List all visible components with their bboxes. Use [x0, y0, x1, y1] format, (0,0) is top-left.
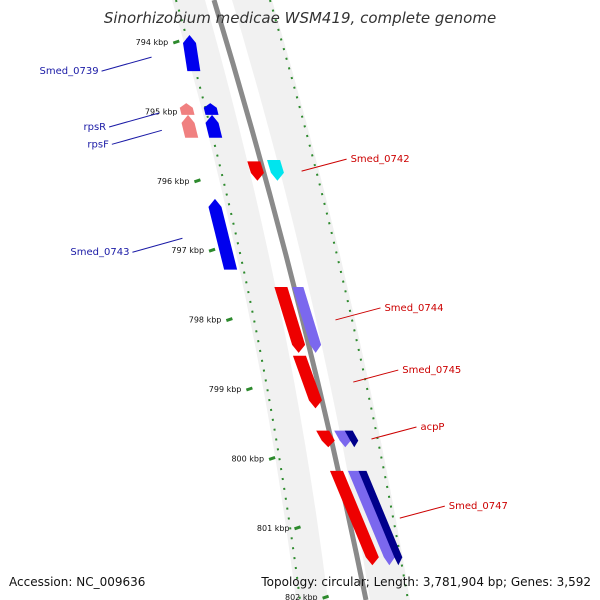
gene-label[interactable]: Smed_0742 — [351, 154, 410, 165]
gene-label-leader — [353, 369, 399, 383]
gene-features — [179, 35, 403, 566]
gene-label-leader — [101, 56, 152, 72]
gene-label-leader — [335, 307, 381, 321]
ruler-tick-label: 798 kbp — [189, 316, 222, 325]
smed-0739-feature[interactable] — [182, 35, 201, 72]
smed-0742-feature[interactable] — [247, 161, 264, 181]
ruler-tick-mark — [268, 455, 276, 461]
ruler-tick-label: 796 kbp — [157, 177, 190, 186]
smed-0747-feature[interactable] — [329, 470, 379, 566]
gene-feature[interactable] — [292, 286, 322, 353]
gene-label[interactable]: Smed_0745 — [402, 365, 461, 376]
map-title: Sinorhizobium medicae WSM419, complete g… — [104, 9, 496, 27]
ruler-dots-forward — [269, 0, 409, 600]
ruler-tick-label: 799 kbp — [209, 385, 242, 394]
gene-label-leader — [371, 426, 417, 440]
gene-label-leader — [111, 129, 162, 145]
ruler-tick-mark — [245, 386, 253, 392]
ruler-tick-label: 794 kbp — [136, 38, 169, 47]
gene-feature[interactable] — [267, 159, 284, 181]
ruler-tick-mark — [208, 247, 216, 253]
gene-label[interactable]: Smed_0747 — [449, 501, 508, 512]
gene-label-leader — [301, 158, 347, 172]
gene-label[interactable]: acpP — [420, 422, 444, 433]
gene-feature[interactable] — [347, 470, 395, 566]
acpp-feature[interactable] — [316, 430, 335, 448]
gene-feature[interactable] — [203, 103, 219, 115]
gene-feature[interactable] — [205, 114, 223, 138]
track-band-forward — [232, 0, 410, 600]
ruler-tick-label: 800 kbp — [231, 454, 264, 463]
accession-text: Accession: NC_009636 — [9, 575, 145, 589]
gene-feature[interactable] — [344, 430, 359, 448]
rpsr-feature[interactable] — [179, 103, 195, 115]
ruler-tick-mark — [225, 317, 233, 323]
smed-0745-feature[interactable] — [292, 355, 322, 409]
gene-feature[interactable] — [334, 430, 351, 448]
ruler-tick-mark — [294, 525, 301, 531]
gene-label-leader — [132, 237, 183, 253]
ruler-tick-label: 802 kbp — [285, 593, 318, 600]
ruler-tick-label: 795 kbp — [145, 107, 178, 116]
ruler-tick-mark — [322, 594, 330, 600]
ruler-tick-label: 801 kbp — [257, 524, 290, 533]
gene-label[interactable]: rpsR — [84, 122, 107, 133]
ruler-tick-label: 797 kbp — [171, 246, 204, 255]
gene-label-leader — [399, 505, 445, 519]
rpsf-feature[interactable] — [181, 114, 199, 138]
ruler-tick-mark — [193, 178, 201, 184]
gene-label[interactable]: Smed_0743 — [70, 247, 129, 258]
gene-label[interactable]: rpsF — [87, 139, 109, 150]
smed-0744-feature[interactable] — [274, 286, 306, 353]
gene-label-leader — [108, 112, 160, 128]
smed-0743-feature[interactable] — [208, 198, 238, 270]
gene-label[interactable]: Smed_0739 — [40, 66, 99, 77]
track-band-reverse — [172, 0, 328, 600]
gene-label[interactable]: Smed_0744 — [384, 303, 443, 314]
gene-feature[interactable] — [358, 470, 403, 566]
genome-summary-text: Topology: circular; Length: 3,781,904 bp… — [260, 575, 591, 589]
ruler-tick-mark — [172, 39, 180, 45]
gene-labels: Smed_0739 rpsR rpsF Smed_0742 Smed_0743 Smed_… — [40, 56, 508, 519]
